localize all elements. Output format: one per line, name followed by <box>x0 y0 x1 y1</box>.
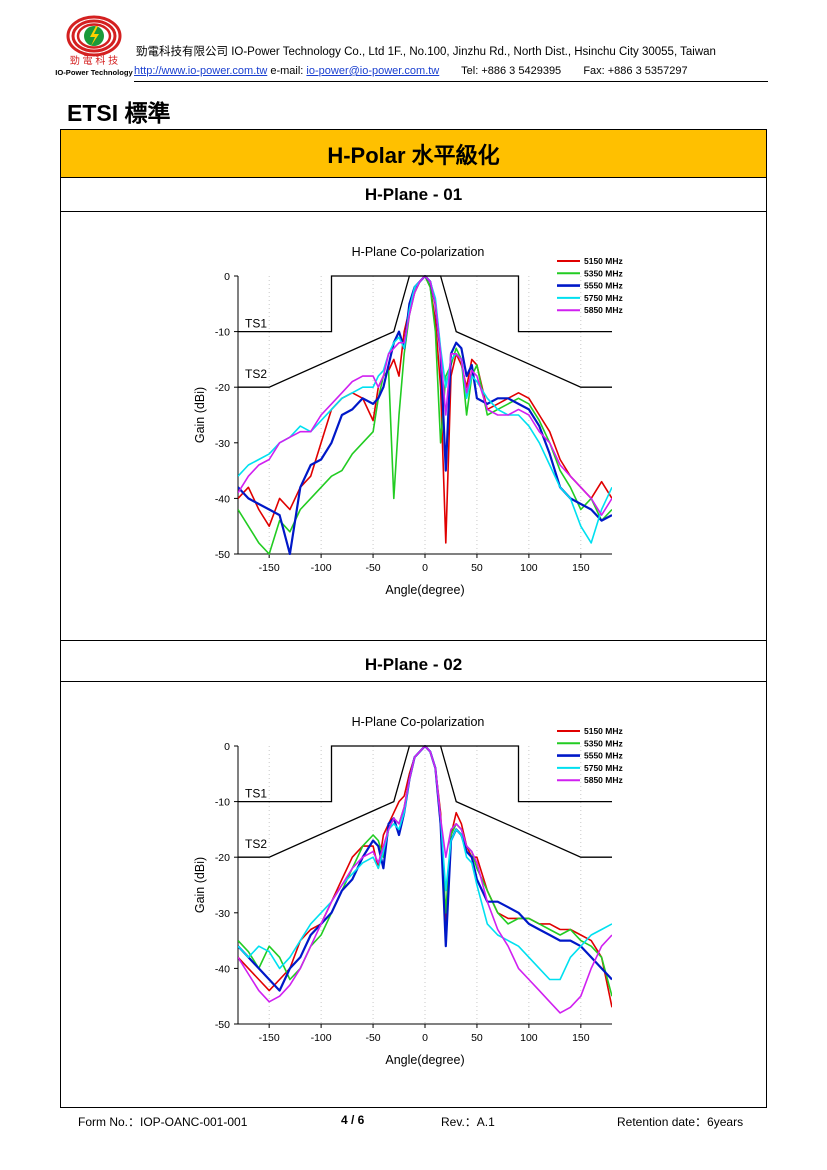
chart1-x-tick-label: 100 <box>520 1032 538 1044</box>
chart1-x-tick-label: 150 <box>572 1032 590 1044</box>
chart1-y-tick-label: -20 <box>215 852 230 864</box>
chart1-y-tick-label: -40 <box>215 963 230 975</box>
company-logo: 勁 電 科 技 IO-Power Technology <box>55 15 134 77</box>
email-label: e-mail: <box>270 65 304 77</box>
chart1-series-line <box>238 745 612 1008</box>
chart1-y-axis-label: Gain (dBi) <box>193 857 207 913</box>
chart0-x-tick-label: -50 <box>365 562 380 574</box>
section-title-2: H-Plane - 02 <box>61 648 766 682</box>
email-link[interactable]: io-power@io-power.com.tw <box>306 65 440 77</box>
tel-number: Tel: +886 3 5429395 <box>461 65 562 77</box>
chart0-legend-label: 5550 MHz <box>584 281 623 291</box>
chart1-y-tick-label: -10 <box>215 797 230 809</box>
chart1-legend-label: 5350 MHz <box>584 738 623 748</box>
chart1-x-tick-label: -100 <box>311 1032 332 1044</box>
chart1-legend-label: 5150 MHz <box>584 726 623 736</box>
radiation-chart-1: H-Plane Co-polarization-150 -100 -50 0 50 100… <box>193 245 623 597</box>
chart0-y-tick-label: -50 <box>215 549 230 561</box>
header-divider <box>134 81 768 82</box>
chart0-legend-label: 5350 MHz <box>584 268 623 278</box>
chart0-legend-label: 5750 MHz <box>584 293 623 303</box>
chart0-legend-label: 5150 MHz <box>584 256 623 266</box>
chart0-x-tick-label: -100 <box>311 562 332 574</box>
chart0-y-tick-label: -30 <box>215 438 230 450</box>
chart0-annotation-ts2: TS2 <box>245 367 267 381</box>
chart0-y-tick-label: -20 <box>215 382 230 394</box>
chart1-x-tick-label: -150 <box>259 1032 280 1044</box>
chart0-x-tick-label: 150 <box>572 562 590 574</box>
chart0-annotation-ts1: TS1 <box>245 317 267 331</box>
chart1-legend-label: 5750 MHz <box>584 763 623 773</box>
chart1-annotation-ts1: TS1 <box>245 787 267 801</box>
form-number: Form No.：IOP-OANC-001-001 <box>78 1115 248 1129</box>
document-title: ETSI 標準 <box>67 100 171 126</box>
polarization-banner: H-Polar 水平級化 <box>61 130 766 178</box>
chart0-title: H-Plane Co-polarization <box>352 245 485 259</box>
radiation-chart-2: H-Plane Co-polarization-150 -100 -50 0 50 100… <box>193 715 623 1067</box>
company-address: 勁電科技有限公司 IO-Power Technology Co., Ltd 1F… <box>136 46 716 58</box>
chart1-y-tick-label: -30 <box>215 908 230 920</box>
chart0-legend-label: 5850 MHz <box>584 305 623 315</box>
chart0-x-tick-label: 0 <box>422 562 428 574</box>
chart1-y-tick-label: -50 <box>215 1019 230 1031</box>
chart1-x-tick-label: 0 <box>422 1032 428 1044</box>
logo-text: 勁 電 科 技 <box>70 54 118 67</box>
chart1-mask-ts2 <box>238 745 612 858</box>
section-divider <box>61 640 766 641</box>
logo-subtext: IO-Power Technology <box>55 68 133 77</box>
revision: Rev.：A.1 <box>441 1115 495 1129</box>
report-frame: H-Polar 水平級化 H-Plane - 01 H-Plane Co-pol… <box>60 129 767 1108</box>
chart1-x-axis-label: Angle(degree) <box>385 1053 464 1067</box>
chart0-mask-ts2 <box>238 275 612 388</box>
chart0-y-axis-label: Gain (dBi) <box>193 387 207 443</box>
chart1-title: H-Plane Co-polarization <box>352 715 485 729</box>
contact-line: http://www.io-power.com.tw e-mail: io-po… <box>134 65 688 77</box>
chart0-x-axis-label: Angle(degree) <box>385 583 464 597</box>
chart0-x-tick-label: 100 <box>520 562 538 574</box>
website-link[interactable]: http://www.io-power.com.tw <box>134 65 268 77</box>
chart0-x-tick-label: 50 <box>471 562 483 574</box>
page-number: 4 / 6 <box>341 1113 365 1127</box>
chart0-y-tick-label: -40 <box>215 493 230 505</box>
chart1-x-tick-label: -50 <box>365 1032 380 1044</box>
chart0-y-tick-label: -10 <box>215 327 230 339</box>
retention-date: Retention date：6years <box>617 1115 744 1129</box>
page-header: 勁 電 科 技 IO-Power Technology 勁電科技有限公司 IO-… <box>0 0 827 90</box>
chart0-x-tick-label: -150 <box>259 562 280 574</box>
section-title-1: H-Plane - 01 <box>61 178 766 212</box>
chart0-y-tick-label: 0 <box>224 271 230 283</box>
chart1-legend-label: 5550 MHz <box>584 751 623 761</box>
chart1-legend-label: 5850 MHz <box>584 775 623 785</box>
chart1-x-tick-label: 50 <box>471 1032 483 1044</box>
fax-number: Fax: +886 3 5357297 <box>583 65 688 77</box>
chart1-annotation-ts2: TS2 <box>245 837 267 851</box>
chart1-y-tick-label: 0 <box>224 741 230 753</box>
